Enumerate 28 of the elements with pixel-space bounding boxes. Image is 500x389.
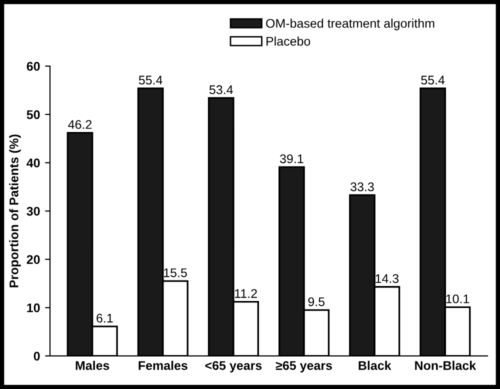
y-tick-label: 60: [26, 62, 40, 71]
y-tick-label: 30: [26, 206, 40, 216]
data-label: 46.2: [68, 120, 92, 129]
data-label: 15.5: [164, 268, 187, 278]
data-label: 11.2: [235, 289, 257, 298]
legend-label: OM-based treatment algorithm: [266, 18, 434, 30]
x-tick-label: Black: [358, 360, 392, 370]
data-label: 55.4: [138, 76, 162, 84]
x-tick-label: ≥65 years: [276, 361, 332, 372]
x-tick-label: Males: [76, 360, 110, 370]
data-label: 33.3: [350, 182, 374, 192]
y-axis-title: Proportion of Patients (%): [9, 134, 21, 288]
data-label: 39.1: [280, 154, 304, 164]
data-label: 53.4: [209, 85, 233, 94]
x-tick-label: Females: [138, 360, 188, 370]
data-label: 6.1: [96, 314, 113, 323]
y-tick-label: 0: [34, 352, 40, 361]
data-label: 9.5: [308, 297, 325, 306]
y-tick-label: 50: [26, 110, 40, 120]
x-tick-label: Non-Black: [415, 360, 476, 370]
y-tick-label: 10: [27, 303, 40, 312]
data-label: 55.4: [421, 76, 445, 84]
y-tick-label: 20: [26, 255, 40, 264]
legend-label: Placebo: [266, 36, 310, 46]
data-label: 14.3: [376, 274, 399, 284]
y-tick-label: 40: [26, 158, 40, 168]
data-label: 10.1: [446, 294, 470, 304]
x-tick-label: <65 years: [205, 361, 262, 372]
